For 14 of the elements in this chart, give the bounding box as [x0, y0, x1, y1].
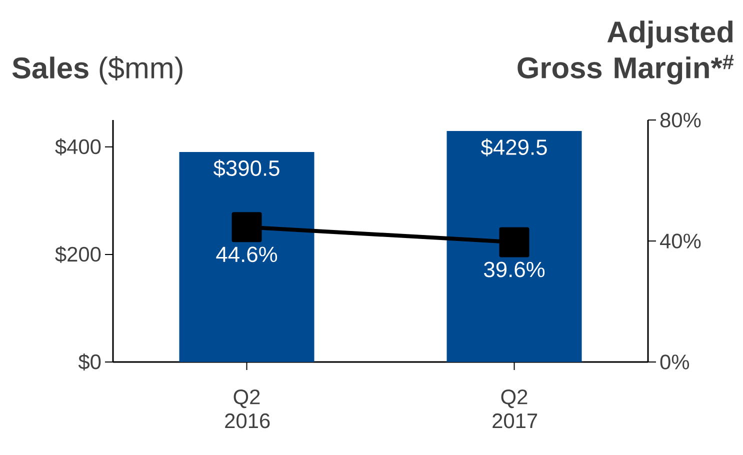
- y-tick-label: $0: [78, 354, 101, 370]
- y2-tick-label: 40%: [660, 234, 701, 248]
- data-label: 44.6%: [216, 246, 278, 262]
- data-label: 39.6%: [484, 262, 545, 278]
- y2-tick-label: 0%: [660, 354, 690, 370]
- x-tick-label: Q2 2017: [492, 390, 538, 428]
- data-label: $390.5: [213, 160, 280, 178]
- data-label: $429.5: [480, 138, 547, 156]
- y-axis-title: Sales ($mm): [12, 56, 182, 84]
- y2-axis-title: Adjusted Gross Margin*$^{#}$: [518, 20, 734, 84]
- y-tick-label: $400: [55, 138, 101, 156]
- y-tick-label: $200: [55, 246, 101, 263]
- y2-tick-label: 80%: [660, 112, 701, 128]
- x-tick-label: Q2 2016: [225, 390, 270, 428]
